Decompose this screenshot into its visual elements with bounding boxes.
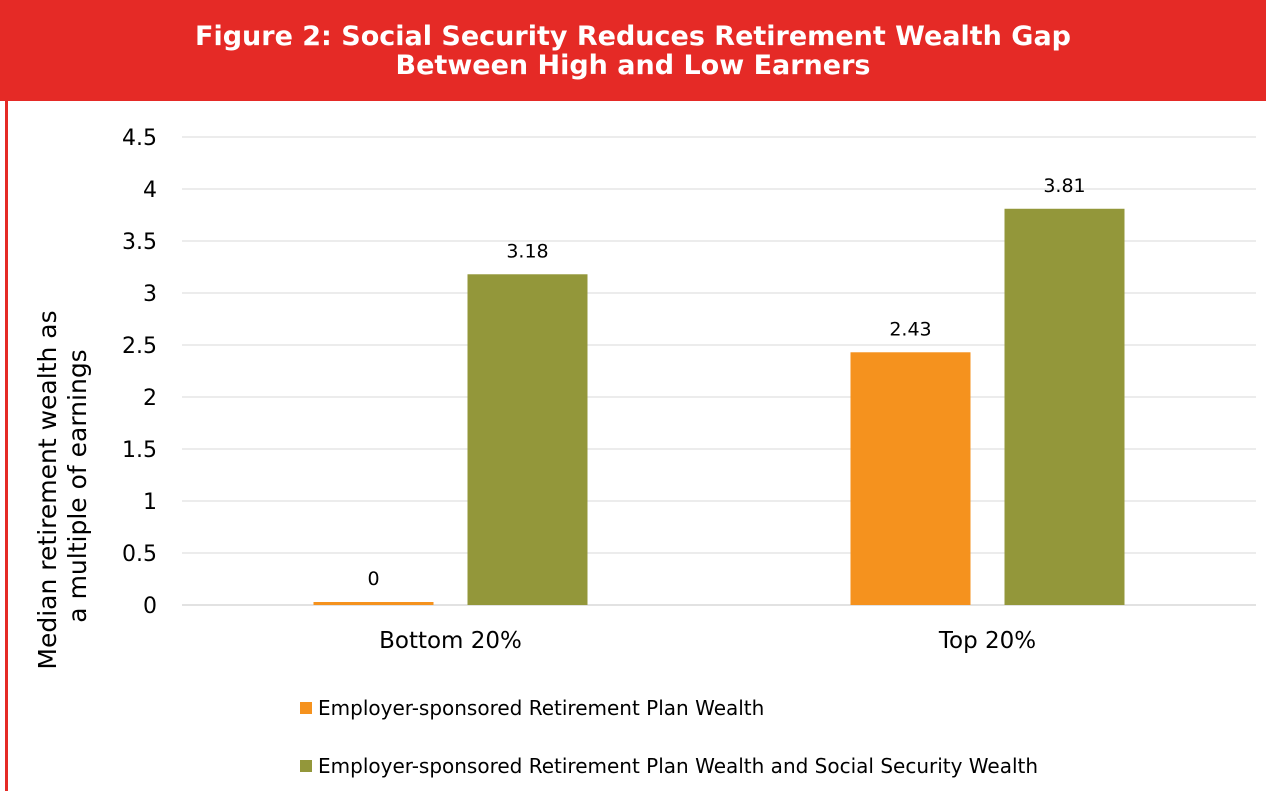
y-tick-label: 0 [143, 594, 157, 619]
x-category-label: Bottom 20% [379, 628, 522, 654]
data-label: 2.43 [889, 318, 931, 340]
bar-chart: 0 0.5 1 1.5 2 2.5 3 3.5 4 4.5 0 3.18 2.43 3.81 Botto… [33, 126, 1256, 670]
x-category-label: Top 20% [938, 628, 1036, 654]
y-tick-label: 1 [143, 490, 157, 515]
bars [313, 208, 1125, 605]
y-tick-label: 2.5 [122, 334, 157, 359]
left-border-rule [5, 101, 8, 791]
data-label: 3.18 [506, 240, 548, 262]
y-tick-label: 3 [143, 282, 157, 307]
y-tick-label: 0.5 [122, 542, 157, 567]
legend-item-series-1: Employer-sponsored Retirement Plan Wealt… [300, 695, 1038, 721]
y-axis-ticks: 0 0.5 1 1.5 2 2.5 3 3.5 4 4.5 [122, 126, 157, 619]
y-tick-label: 4.5 [122, 126, 157, 151]
y-tick-label: 1.5 [122, 438, 157, 463]
y-axis-label-line-1: Median retirement wealth as [33, 310, 62, 669]
legend-swatch-series-1 [300, 702, 312, 714]
legend-label-series-2: Employer-sponsored Retirement Plan Wealt… [318, 754, 1039, 778]
bar-series-1-0 [313, 602, 434, 605]
legend-label-series-1: Employer-sponsored Retirement Plan Wealt… [318, 696, 765, 720]
x-axis-categories: Bottom 20% Top 20% [379, 628, 1036, 654]
y-axis-label: Median retirement wealth as a multiple o… [33, 302, 92, 669]
chart-title-line-2: Between High and Low Earners [395, 49, 871, 81]
y-tick-label: 2 [143, 386, 157, 411]
legend-swatch-series-2 [300, 760, 312, 772]
bar-series-2-0 [467, 274, 588, 605]
data-label: 3.81 [1043, 175, 1085, 197]
bar-series-1-1 [850, 352, 971, 605]
y-tick-label: 4 [143, 178, 157, 203]
y-axis-label-line-2: a multiple of earnings [63, 349, 92, 622]
y-tick-label: 3.5 [122, 230, 157, 255]
chart-title-banner: Figure 2: Social Security Reduces Retire… [0, 0, 1266, 101]
data-label: 0 [367, 568, 379, 590]
chart-title-line-1: Figure 2: Social Security Reduces Retire… [195, 20, 1071, 52]
legend-item-series-2: Employer-sponsored Retirement Plan Wealt… [300, 753, 1038, 779]
legend: Employer-sponsored Retirement Plan Wealt… [300, 695, 1038, 811]
bar-series-2-1 [1004, 208, 1125, 605]
data-labels: 0 3.18 2.43 3.81 [367, 175, 1085, 590]
